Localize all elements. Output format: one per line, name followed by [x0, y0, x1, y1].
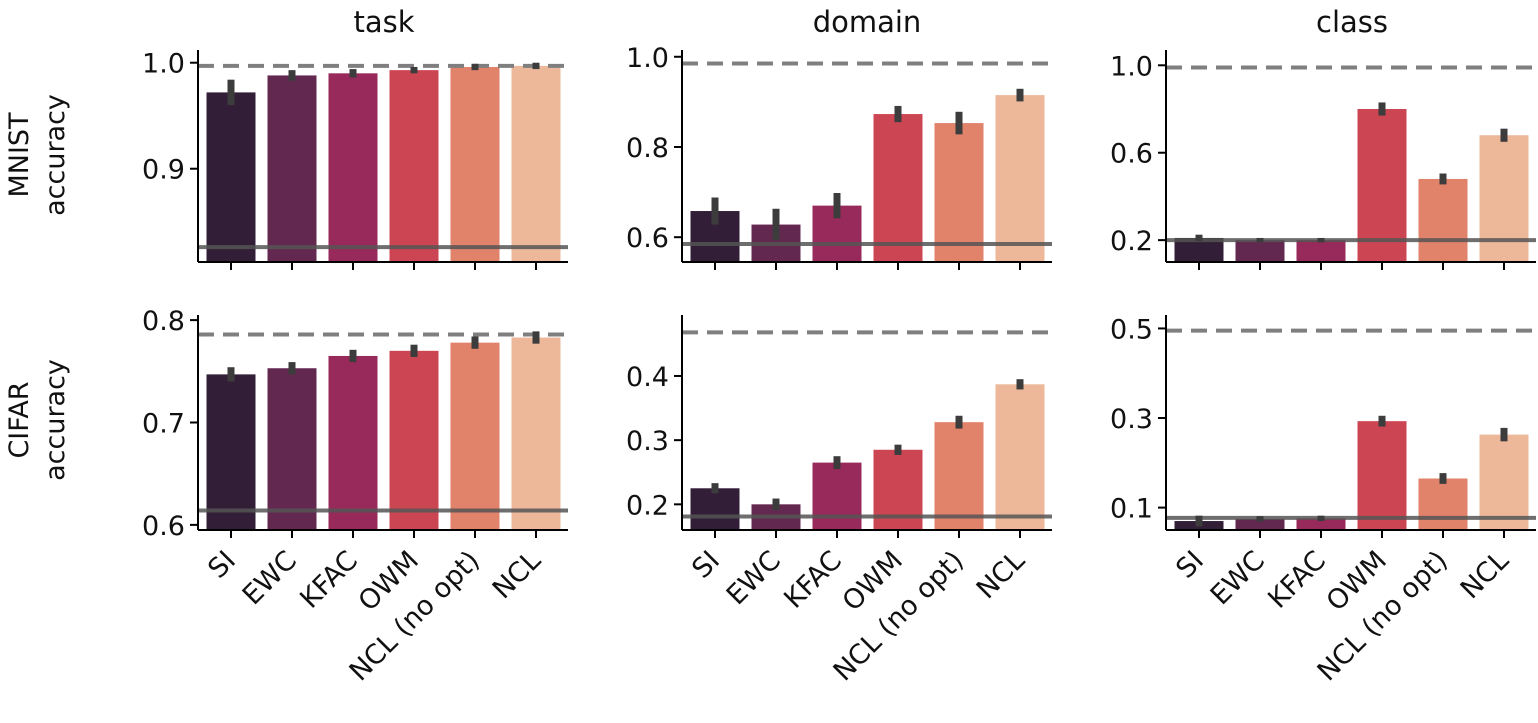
category-label-kfac: KFAC [1262, 545, 1332, 615]
category-label-ewc: EWC [1205, 545, 1271, 611]
category-label-si: SI [202, 545, 242, 585]
bar-kfac [328, 355, 378, 530]
bar-ncl [995, 95, 1045, 262]
panel-task-mnist: 0.9 1.0 [142, 49, 568, 270]
category-label-ncl: NCL [1455, 545, 1515, 605]
bar-kfac [328, 73, 378, 262]
y-tick-label: 0.2 [626, 490, 669, 521]
column-title-class: class [1316, 5, 1388, 39]
y-tick-label: 0.3 [1110, 404, 1153, 435]
category-label-si: SI [1170, 545, 1210, 585]
bar-ewc [267, 75, 317, 262]
bar-ewc [1235, 518, 1285, 530]
bar-owm [1357, 421, 1407, 530]
bar-ncl-no-opt- [934, 422, 984, 530]
bar-kfac [1296, 518, 1346, 530]
y-tick-label: 0.1 [1110, 494, 1153, 525]
column-title-domain: domain [813, 5, 922, 39]
category-label-ncl: NCL [487, 545, 547, 605]
panel-class-mnist: 0.2 0.6 1.0 [1110, 50, 1536, 270]
y-tick-label: 0.7 [142, 409, 185, 440]
row-label-cifar-line1: CIFAR [4, 381, 35, 458]
category-label-ewc: EWC [721, 545, 787, 611]
y-tick-label: 0.2 [1110, 226, 1153, 257]
y-tick-label: 0.6 [1110, 139, 1153, 170]
panel-domain-mnist: 0.6 0.8 1.0 [626, 43, 1052, 270]
row-label-mnist-line2: accuracy [40, 94, 71, 216]
bar-ncl [995, 384, 1045, 530]
y-tick-label: 0.3 [626, 426, 669, 457]
category-label-kfac: KFAC [778, 545, 848, 615]
y-tick-label: 1.0 [142, 49, 185, 80]
y-tick-label: 1.0 [626, 43, 669, 74]
bar-kfac [812, 462, 862, 530]
bar-ncl-no-opt- [934, 123, 984, 262]
bar-ncl [1479, 135, 1529, 262]
bar-ewc [1235, 240, 1285, 262]
category-label-si: SI [686, 545, 726, 585]
bar-si [206, 92, 256, 263]
chart-panels: 0.91.00.60.81.00.20.61.00.60.70.8SIEWCKF… [142, 43, 1536, 687]
row-label-cifar-line2: accuracy [40, 359, 71, 481]
bar-ncl-no-opt- [450, 66, 500, 263]
bar-ncl [511, 337, 561, 530]
row-label-mnist-line1: MNIST [4, 112, 35, 198]
category-label-ewc: EWC [237, 545, 303, 611]
y-tick-label: 1.0 [1110, 51, 1153, 82]
y-tick-label: 0.6 [626, 223, 669, 254]
bar-ncl [511, 65, 561, 263]
bar-owm [1357, 109, 1407, 262]
bar-owm [389, 350, 439, 530]
bar-ncl-no-opt- [1418, 178, 1468, 262]
y-tick-label: 0.8 [626, 133, 669, 164]
column-title-task: task [353, 5, 414, 39]
bar-ncl-no-opt- [1418, 478, 1468, 530]
y-tick-label: 0.4 [626, 362, 669, 393]
category-label-ncl: NCL [971, 545, 1031, 605]
bar-ewc [267, 368, 317, 530]
bar-ncl [1479, 434, 1529, 530]
bar-si [690, 488, 740, 530]
bar-owm [873, 114, 923, 263]
y-tick-label: 0.9 [142, 155, 185, 186]
category-label-kfac: KFAC [294, 545, 364, 615]
y-tick-label: 0.6 [142, 511, 185, 542]
bar-ncl-no-opt- [450, 342, 500, 530]
bar-owm [389, 70, 439, 262]
y-tick-label: 0.5 [1110, 314, 1153, 345]
bar-si [206, 374, 256, 530]
y-tick-label: 0.8 [142, 306, 185, 337]
bar-kfac [1296, 240, 1346, 262]
